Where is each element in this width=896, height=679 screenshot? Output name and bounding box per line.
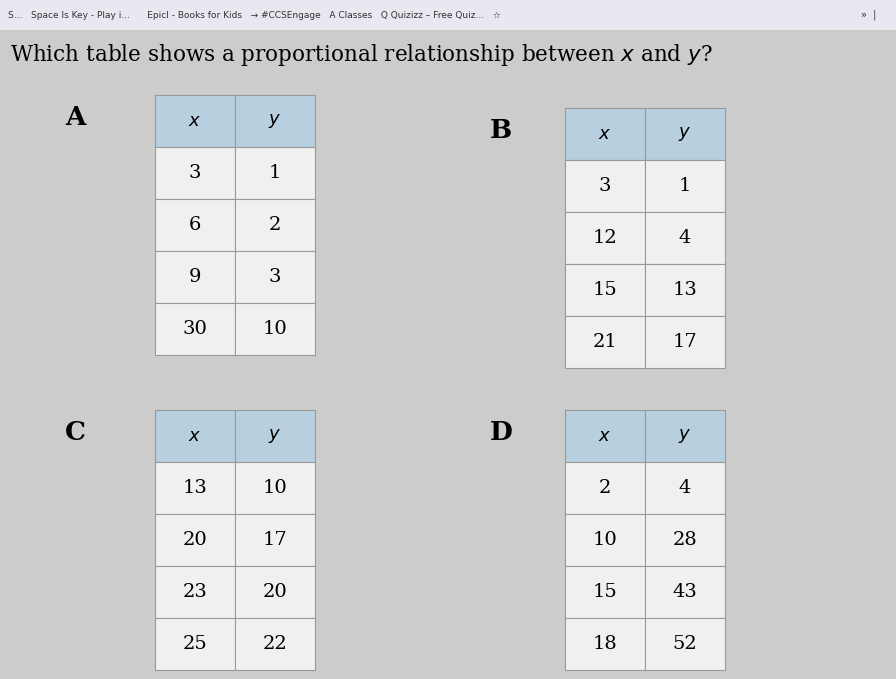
Text: 43: 43 (673, 583, 697, 601)
Bar (645, 160, 725, 212)
Text: $x$: $x$ (599, 427, 612, 445)
Bar (565, 160, 645, 212)
Text: 28: 28 (673, 531, 697, 549)
Text: 1: 1 (679, 177, 691, 195)
Bar (155, 95, 235, 147)
Text: 15: 15 (592, 281, 617, 299)
Text: 6: 6 (189, 216, 202, 234)
Text: 4: 4 (679, 479, 691, 497)
Bar (645, 462, 725, 514)
Bar (155, 199, 235, 251)
Text: 1: 1 (269, 164, 281, 182)
Text: $y$: $y$ (268, 112, 281, 130)
Text: 10: 10 (263, 479, 288, 497)
Bar (155, 251, 235, 303)
Bar (235, 618, 315, 670)
Bar (645, 618, 725, 670)
Text: $y$: $y$ (268, 427, 281, 445)
Text: 23: 23 (183, 583, 208, 601)
Bar (235, 251, 315, 303)
Bar (565, 618, 645, 670)
Text: $y$: $y$ (678, 427, 692, 445)
Bar (155, 410, 235, 462)
Bar (565, 316, 645, 368)
Bar (235, 199, 315, 251)
Bar (645, 316, 725, 368)
Bar (645, 264, 725, 316)
Text: 3: 3 (599, 177, 611, 195)
Text: $x$: $x$ (188, 427, 202, 445)
Bar (0, 0, 896, 30)
Text: $x$: $x$ (599, 125, 612, 143)
Text: 52: 52 (673, 635, 697, 653)
Text: 13: 13 (673, 281, 697, 299)
Text: 3: 3 (269, 268, 281, 286)
Bar (235, 303, 315, 355)
Text: $x$: $x$ (188, 112, 202, 130)
Text: 25: 25 (183, 635, 207, 653)
Text: 18: 18 (592, 635, 617, 653)
Text: 20: 20 (183, 531, 207, 549)
Text: C: C (65, 420, 86, 445)
Bar (645, 108, 725, 160)
Bar (565, 514, 645, 566)
Text: B: B (490, 118, 513, 143)
Bar (155, 514, 235, 566)
Bar (565, 212, 645, 264)
Bar (155, 462, 235, 514)
Bar (235, 566, 315, 618)
Text: 4: 4 (679, 229, 691, 247)
Bar (235, 514, 315, 566)
Text: 17: 17 (673, 333, 697, 351)
Text: 30: 30 (183, 320, 208, 338)
Bar (565, 566, 645, 618)
Text: 22: 22 (263, 635, 288, 653)
Text: 15: 15 (592, 583, 617, 601)
Bar (235, 147, 315, 199)
Text: Which table shows a proportional relationship between $x$ and $y$?: Which table shows a proportional relatio… (10, 42, 713, 68)
Bar (565, 410, 645, 462)
Bar (235, 462, 315, 514)
Bar (645, 514, 725, 566)
Text: 21: 21 (592, 333, 617, 351)
Text: 13: 13 (183, 479, 208, 497)
Bar (235, 410, 315, 462)
Bar (565, 264, 645, 316)
Text: 3: 3 (189, 164, 202, 182)
Text: 9: 9 (189, 268, 202, 286)
Text: 12: 12 (592, 229, 617, 247)
Bar (645, 212, 725, 264)
Bar (155, 618, 235, 670)
Bar (155, 566, 235, 618)
Text: »  |: » | (861, 10, 876, 20)
Bar (565, 462, 645, 514)
Text: $y$: $y$ (678, 125, 692, 143)
Text: S...   Space Is Key - Play i...      Epicl - Books for Kids   → #CCSEngage   A C: S... Space Is Key - Play i... Epicl - Bo… (8, 10, 501, 20)
Text: 20: 20 (263, 583, 288, 601)
Text: 10: 10 (592, 531, 617, 549)
Bar (565, 108, 645, 160)
Text: 2: 2 (269, 216, 281, 234)
Bar (645, 410, 725, 462)
Text: A: A (65, 105, 85, 130)
Text: 17: 17 (263, 531, 288, 549)
Bar (235, 95, 315, 147)
Text: D: D (490, 420, 513, 445)
Text: 10: 10 (263, 320, 288, 338)
Text: 2: 2 (599, 479, 611, 497)
Bar (155, 303, 235, 355)
Bar (645, 566, 725, 618)
Bar (155, 147, 235, 199)
